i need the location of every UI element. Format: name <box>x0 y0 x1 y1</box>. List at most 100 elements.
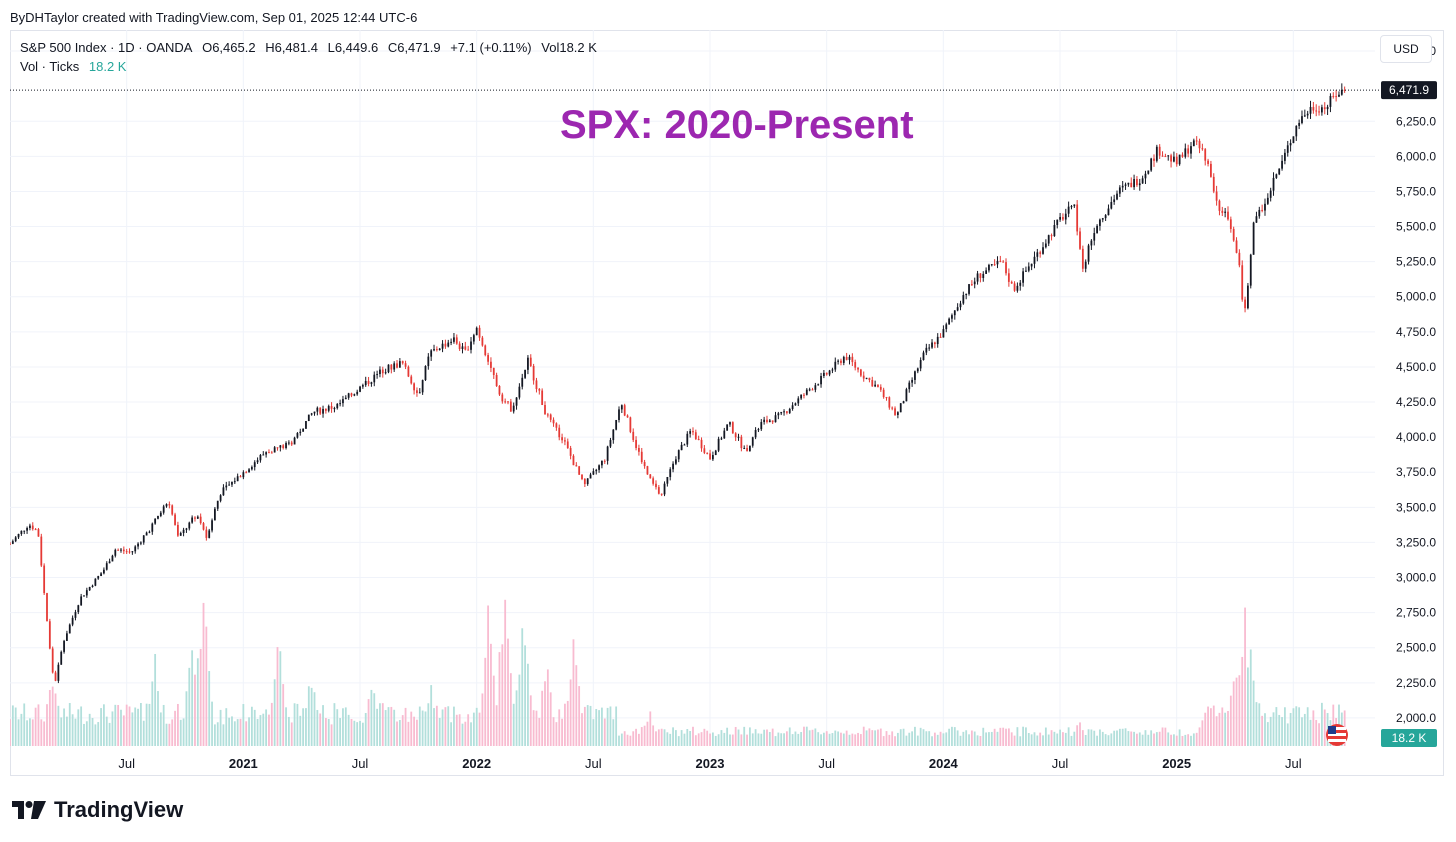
candle-body <box>34 529 37 531</box>
us-flag-canton <box>1328 726 1336 734</box>
volume-bar <box>973 731 976 746</box>
candle-body <box>862 375 865 379</box>
volume-bar <box>379 703 381 746</box>
candle-body <box>1090 240 1093 246</box>
candle-body <box>1044 243 1047 248</box>
candle-body <box>768 420 771 422</box>
volume-bar <box>1261 715 1264 746</box>
close-value: C6,471.9 <box>387 40 441 55</box>
y-tick-label: 3,500.0 <box>1396 500 1436 514</box>
candle-body <box>83 595 85 597</box>
volume-indicator-label[interactable]: Vol · Ticks <box>20 59 80 74</box>
candle-body <box>717 438 720 451</box>
candle-body <box>740 436 743 449</box>
candle-body <box>111 555 114 562</box>
volume-badge <box>1381 729 1437 747</box>
price-chart[interactable]: 6,750.06,250.06,000.05,750.05,500.05,250… <box>10 30 1444 776</box>
candle-body <box>1232 228 1235 241</box>
volume-bar <box>888 734 891 746</box>
candle-body <box>902 401 905 404</box>
candle-body <box>458 343 461 350</box>
volume-bar <box>1286 723 1289 746</box>
us-flag-stripe <box>1328 727 1346 730</box>
open-value: O6,465.2 <box>202 40 256 55</box>
volume-bar <box>544 681 546 746</box>
chart-frame[interactable] <box>10 30 1444 776</box>
volume-bar <box>1010 732 1013 746</box>
candle-body <box>532 365 535 381</box>
volume-bar <box>922 729 925 746</box>
volume-bar <box>979 735 982 746</box>
volume-bar <box>908 732 911 746</box>
volume-bar <box>467 714 470 746</box>
candle-body <box>376 374 379 376</box>
volume-bar <box>339 718 342 746</box>
volume-bar <box>162 704 165 746</box>
volume-bar <box>754 729 757 746</box>
volume-bar <box>1030 734 1033 746</box>
volume-bar <box>177 703 179 746</box>
volume-bar <box>1081 730 1084 746</box>
candle-body <box>706 452 709 454</box>
volume-bar <box>404 707 407 746</box>
candle-body <box>598 465 600 470</box>
chart-title: SPX: 2020-Present <box>560 103 914 147</box>
candle-body <box>626 415 629 418</box>
candle-body <box>1224 211 1227 213</box>
candle-body <box>1306 113 1309 116</box>
candle-body <box>310 413 313 415</box>
candle-body <box>640 451 643 463</box>
volume-bar <box>85 721 88 746</box>
candle-body <box>114 549 117 556</box>
volume-bar <box>37 704 40 746</box>
candle-body <box>31 525 34 530</box>
candle-body <box>797 398 800 404</box>
volume-bar <box>427 703 430 746</box>
volume-bar <box>1238 675 1241 746</box>
candle-body <box>546 414 549 416</box>
candle-body <box>472 335 475 342</box>
volume-bar <box>1204 712 1207 746</box>
candle-body <box>871 379 874 387</box>
volume-bar <box>1241 656 1244 746</box>
candle-body <box>785 411 788 413</box>
candle-body <box>1207 160 1209 164</box>
volume-bar <box>643 725 646 746</box>
candle-body <box>512 405 515 412</box>
currency-button[interactable]: USD <box>1380 35 1432 63</box>
candle-body <box>1343 89 1346 91</box>
tradingview-logo[interactable]: TradingView <box>12 797 183 823</box>
candle-body <box>675 459 677 464</box>
volume-bar <box>834 730 837 746</box>
volume-bar <box>1079 722 1081 746</box>
symbol-label[interactable]: S&P 500 Index · 1D · OANDA <box>20 40 193 55</box>
candle-body <box>737 436 740 438</box>
volume-bar <box>945 732 948 746</box>
candle-body <box>544 405 546 415</box>
candle-body <box>1175 156 1178 165</box>
volume-bar <box>700 732 703 746</box>
volume-bar <box>31 719 34 746</box>
volume-bar <box>785 731 788 746</box>
high-value: H6,481.4 <box>265 40 318 55</box>
candle-body <box>1264 203 1266 211</box>
volume-bar <box>310 687 313 746</box>
candle-body <box>1278 168 1281 175</box>
volume-bar <box>959 735 962 746</box>
candle-body <box>26 528 28 531</box>
volume-bar <box>71 714 74 746</box>
candle-body <box>1212 176 1215 192</box>
volume-bar <box>928 731 931 746</box>
volume-bar <box>1275 707 1278 746</box>
volume-bar <box>632 731 635 746</box>
candle-body <box>945 324 948 330</box>
volume-bar <box>396 721 398 746</box>
volume-bar <box>447 706 450 746</box>
volume-bar <box>438 717 441 746</box>
candle-body <box>845 356 848 360</box>
volume-bar <box>566 700 569 746</box>
candle-body <box>549 414 552 420</box>
candle-body <box>1027 266 1030 271</box>
volume-bar <box>401 715 404 746</box>
volume-bar <box>623 731 626 746</box>
